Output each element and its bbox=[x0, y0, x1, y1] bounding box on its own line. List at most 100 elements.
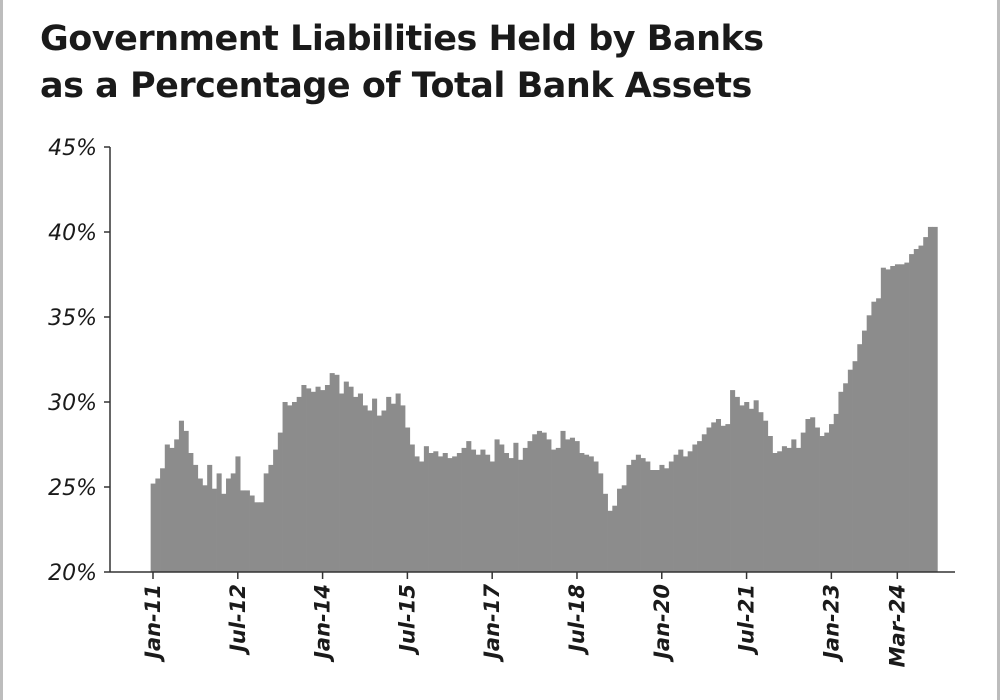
bar bbox=[372, 398, 378, 572]
bar bbox=[244, 490, 250, 572]
bar bbox=[824, 432, 830, 572]
bar bbox=[923, 237, 929, 572]
bar bbox=[687, 451, 693, 572]
bar bbox=[819, 436, 825, 572]
bar bbox=[796, 447, 802, 572]
bar bbox=[207, 464, 213, 572]
bar bbox=[767, 436, 773, 572]
bar bbox=[913, 249, 919, 572]
bar bbox=[320, 390, 326, 572]
bar bbox=[306, 388, 312, 572]
bar bbox=[748, 408, 754, 572]
bar bbox=[197, 478, 203, 572]
bar bbox=[324, 385, 331, 572]
bar bbox=[414, 456, 420, 572]
bar bbox=[405, 427, 411, 572]
bar bbox=[532, 434, 538, 572]
bar bbox=[861, 330, 868, 572]
bar bbox=[273, 449, 279, 572]
bar bbox=[706, 427, 712, 572]
bar bbox=[456, 453, 462, 572]
bar bbox=[645, 461, 651, 572]
bar bbox=[758, 412, 764, 572]
bar bbox=[155, 478, 161, 572]
bar bbox=[890, 266, 896, 572]
bar bbox=[508, 458, 514, 572]
bar bbox=[701, 434, 707, 572]
bar bbox=[362, 405, 368, 572]
bar bbox=[715, 419, 722, 572]
y-tick-label: 35% bbox=[48, 306, 97, 331]
bar bbox=[918, 245, 924, 572]
bar bbox=[376, 415, 382, 572]
y-tick-label: 45% bbox=[48, 136, 97, 161]
bar bbox=[739, 405, 745, 572]
bar bbox=[843, 383, 849, 572]
bar bbox=[503, 453, 510, 572]
y-tick-label: 30% bbox=[48, 391, 97, 416]
x-tick-label: Jul-12 bbox=[226, 584, 250, 656]
x-tick-label: Jan-17 bbox=[480, 584, 504, 663]
bar bbox=[395, 393, 401, 572]
bar bbox=[315, 386, 321, 572]
bar bbox=[626, 464, 632, 572]
bar bbox=[880, 267, 886, 572]
bar bbox=[499, 444, 505, 572]
bar bbox=[640, 458, 646, 572]
bar bbox=[339, 393, 345, 572]
bar bbox=[814, 427, 820, 572]
bar bbox=[150, 483, 156, 572]
bar bbox=[334, 374, 340, 572]
bar bbox=[777, 451, 783, 572]
bar bbox=[160, 468, 166, 572]
bar bbox=[277, 432, 283, 572]
bar bbox=[296, 396, 302, 572]
bar bbox=[433, 451, 439, 572]
bar bbox=[838, 391, 844, 572]
x-tick-label: Jan-23 bbox=[819, 584, 843, 663]
bar bbox=[659, 464, 665, 572]
bar bbox=[164, 444, 170, 572]
bar bbox=[357, 393, 363, 572]
bar bbox=[894, 264, 901, 572]
bar bbox=[852, 361, 858, 572]
bar bbox=[932, 226, 938, 572]
bar bbox=[551, 449, 557, 572]
bar bbox=[536, 430, 542, 572]
bar bbox=[541, 432, 547, 572]
bar bbox=[249, 495, 255, 572]
bar bbox=[174, 439, 180, 572]
bar bbox=[927, 226, 933, 572]
bar bbox=[282, 402, 288, 572]
x-tick-label: Jan-14 bbox=[311, 584, 335, 663]
bar bbox=[885, 269, 891, 572]
bar bbox=[772, 453, 778, 572]
bar bbox=[786, 447, 792, 572]
bar bbox=[480, 449, 486, 572]
bar bbox=[485, 454, 491, 572]
bar bbox=[579, 453, 585, 572]
bar bbox=[452, 456, 458, 572]
bar bbox=[193, 464, 199, 572]
bar bbox=[235, 456, 241, 572]
bar bbox=[730, 390, 736, 572]
bar bbox=[725, 424, 731, 572]
bar bbox=[310, 391, 316, 572]
bar bbox=[268, 464, 274, 572]
bar bbox=[254, 502, 260, 572]
bar bbox=[649, 470, 656, 572]
bar bbox=[833, 413, 839, 572]
bar bbox=[442, 453, 448, 572]
bar bbox=[560, 430, 566, 572]
bar bbox=[829, 424, 835, 572]
bar bbox=[654, 470, 660, 572]
bar bbox=[871, 301, 877, 572]
bar bbox=[466, 441, 472, 572]
bar bbox=[381, 410, 387, 572]
bar bbox=[419, 461, 425, 572]
bar bbox=[753, 400, 759, 572]
bar bbox=[329, 373, 335, 572]
bar bbox=[621, 485, 627, 572]
x-tick-label: Jul-18 bbox=[565, 584, 589, 656]
bar bbox=[635, 454, 641, 572]
